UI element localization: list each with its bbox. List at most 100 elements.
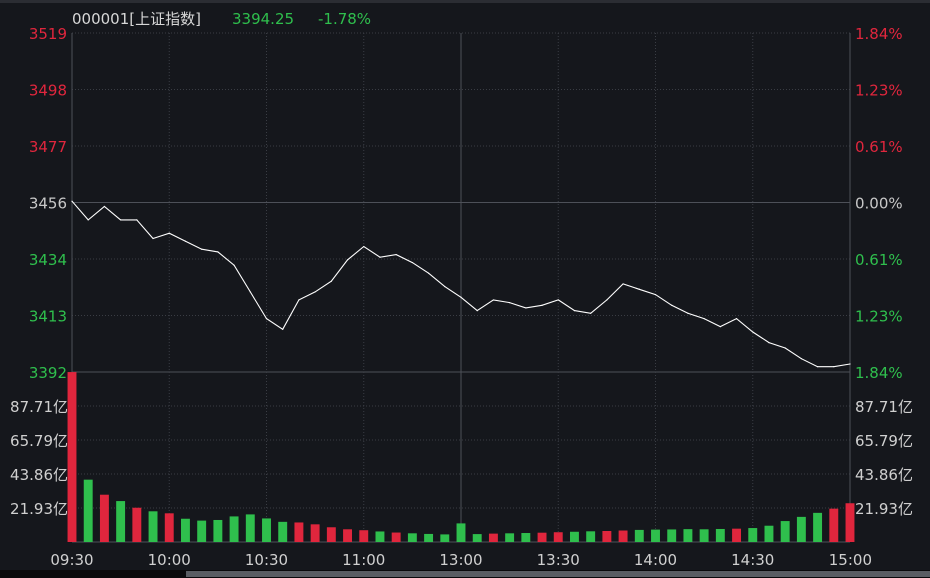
price-point	[314, 291, 316, 293]
time-tick-label: 13:00	[439, 551, 482, 569]
time-tick-label: 09:30	[50, 551, 93, 569]
volume-bar	[197, 520, 207, 542]
change-percent: -1.78%	[318, 10, 371, 28]
volume-bar	[456, 523, 466, 542]
price-point	[557, 299, 559, 301]
last-price: 3394.25	[232, 10, 294, 28]
price-point	[492, 299, 495, 301]
volume-bar	[813, 512, 823, 542]
price-point	[525, 307, 527, 309]
time-tick-label: 15:00	[829, 551, 872, 569]
volume-tick-label-right: 87.71亿	[855, 398, 913, 416]
price-point	[395, 253, 397, 256]
price-point	[201, 248, 203, 250]
volume-bar	[99, 494, 109, 542]
volume-bar	[634, 529, 644, 542]
volume-bar	[618, 530, 628, 542]
percent-tick-label: 1.23%	[855, 308, 903, 326]
price-point	[379, 256, 381, 258]
percent-tick-label: 0.61%	[855, 138, 903, 156]
price-point	[606, 299, 608, 301]
percent-tick-label: 1.84%	[855, 25, 903, 43]
volume-bar	[440, 534, 450, 542]
price-line	[71, 200, 851, 368]
volume-bar	[829, 508, 839, 542]
price-point	[71, 200, 73, 202]
volume-bar	[667, 529, 677, 542]
volume-bar	[391, 532, 401, 542]
index-code-name: 000001[上证指数]	[72, 10, 201, 28]
volume-bar	[780, 521, 790, 542]
volume-tick-label-right: 43.86亿	[855, 466, 913, 484]
price-tick-label: 3392	[29, 364, 67, 382]
price-point	[330, 280, 332, 282]
price-point	[816, 366, 819, 368]
volume-bar	[132, 507, 142, 542]
volume-tick-label-left: 21.93亿	[10, 500, 68, 518]
price-point	[249, 291, 251, 293]
price-point	[671, 304, 673, 306]
volume-bar	[683, 529, 693, 542]
price-point	[833, 366, 835, 368]
volume-bar	[262, 518, 271, 542]
volume-tick-label-right: 21.93亿	[855, 500, 913, 518]
volume-bar	[505, 533, 515, 542]
volume-bar	[229, 516, 239, 542]
volume-bar	[326, 527, 336, 542]
grid	[71, 32, 851, 543]
price-point	[184, 240, 187, 242]
volume-bars	[67, 372, 855, 542]
price-point	[233, 264, 235, 266]
volume-bar	[488, 533, 498, 542]
price-point	[427, 272, 430, 274]
price-point	[103, 205, 106, 208]
volume-bar	[699, 529, 709, 542]
percent-tick-label: 0.00%	[855, 195, 903, 213]
price-point	[719, 326, 721, 328]
volume-bar	[521, 533, 531, 542]
volume-bar	[553, 532, 563, 542]
price-point	[136, 219, 138, 221]
price-point	[849, 363, 851, 365]
price-tick-label: 3477	[29, 138, 67, 156]
top-border	[0, 0, 930, 3]
volume-tick-label-left: 43.86亿	[10, 466, 68, 484]
time-tick-label: 10:00	[148, 551, 191, 569]
price-point	[703, 318, 705, 320]
horizontal-scrollbar[interactable]	[0, 570, 930, 578]
percent-tick-label: 1.23%	[855, 82, 903, 100]
price-point	[654, 293, 657, 296]
price-point	[152, 237, 154, 240]
volume-tick-label-right: 65.79亿	[855, 432, 913, 450]
time-tick-label: 14:30	[731, 551, 774, 569]
price-point	[509, 301, 511, 304]
percent-axis-right: 1.84% 1.23% 0.61% 0.00% 0.61% 1.23% 1.84%	[855, 25, 903, 382]
volume-bar	[472, 534, 482, 542]
volume-axis-right: 87.71亿 65.79亿 43.86亿 21.93亿	[855, 398, 913, 518]
volume-bar	[586, 531, 596, 542]
volume-tick-label-left: 87.71亿	[10, 398, 68, 416]
volume-bar	[748, 528, 758, 542]
volume-bar	[845, 503, 855, 542]
price-tick-label: 3498	[29, 82, 67, 100]
price-point	[590, 312, 592, 314]
scrollbar-thumb[interactable]	[186, 571, 930, 577]
price-point	[752, 331, 754, 333]
price-point	[87, 219, 89, 221]
price-tick-label: 3456	[29, 195, 67, 213]
volume-bar	[245, 514, 255, 542]
volume-bar	[796, 516, 806, 542]
volume-bar	[213, 519, 223, 542]
volume-bar	[715, 528, 725, 542]
volume-bar	[602, 530, 612, 542]
price-point	[217, 251, 219, 253]
price-point	[687, 312, 689, 314]
price-point	[573, 310, 576, 312]
volume-bar	[148, 511, 158, 542]
price-point	[476, 310, 478, 312]
volume-bar	[164, 513, 174, 542]
volume-bar	[116, 501, 126, 542]
price-point	[622, 283, 624, 285]
